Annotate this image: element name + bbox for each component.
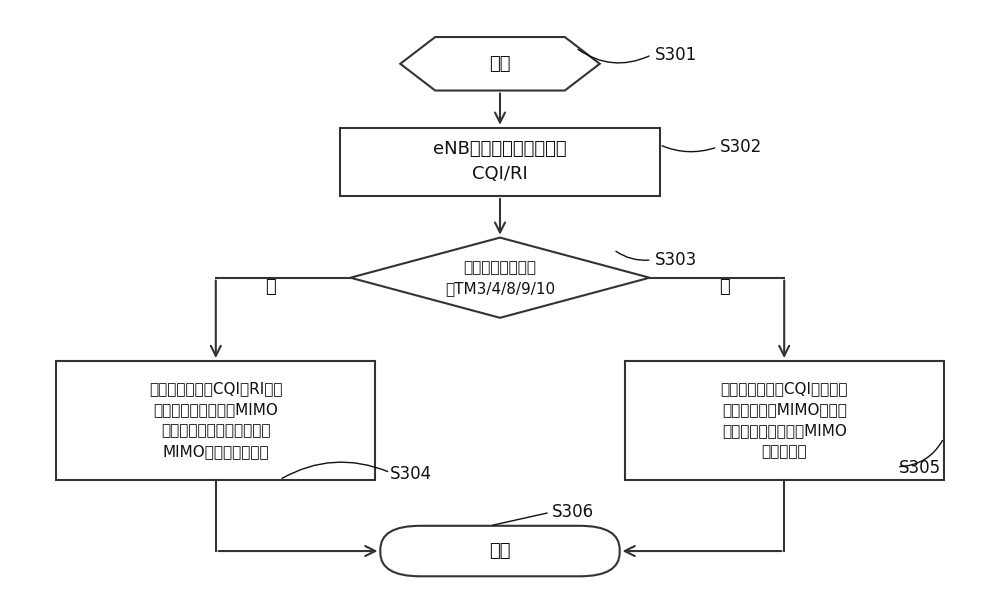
Text: 否: 否 xyxy=(719,278,730,296)
Text: 当前调度传输模式
为TM3/4/8/9/10: 当前调度传输模式 为TM3/4/8/9/10 xyxy=(445,260,555,296)
Text: 根据最新上报的CQI映射当前
传输模式中的MIMO方式的
内环频谱效率，其他MIMO
方式做折算: 根据最新上报的CQI映射当前 传输模式中的MIMO方式的 内环频谱效率，其他MI… xyxy=(720,381,848,459)
Text: 按照最新上报的CQI和RI值映
射当前传输模式中的MIMO
方式的内环频谱效率，其他
MIMO方式做折算处理: 按照最新上报的CQI和RI值映 射当前传输模式中的MIMO 方式的内环频谱效率，… xyxy=(149,381,283,459)
FancyBboxPatch shape xyxy=(625,361,944,480)
Text: S306: S306 xyxy=(552,503,594,521)
Text: 是: 是 xyxy=(265,278,276,296)
Text: S301: S301 xyxy=(655,46,697,64)
Text: S305: S305 xyxy=(899,459,941,477)
Text: S304: S304 xyxy=(390,465,432,483)
Text: 开始: 开始 xyxy=(489,55,511,73)
Text: S303: S303 xyxy=(655,251,697,269)
FancyBboxPatch shape xyxy=(380,526,620,576)
Text: eNB收到终端设备上报的
CQI/RI: eNB收到终端设备上报的 CQI/RI xyxy=(433,140,567,183)
Text: S302: S302 xyxy=(719,138,762,156)
FancyBboxPatch shape xyxy=(340,128,660,196)
Polygon shape xyxy=(400,37,600,91)
Text: 结束: 结束 xyxy=(489,542,511,560)
Polygon shape xyxy=(350,238,650,318)
FancyBboxPatch shape xyxy=(56,361,375,480)
